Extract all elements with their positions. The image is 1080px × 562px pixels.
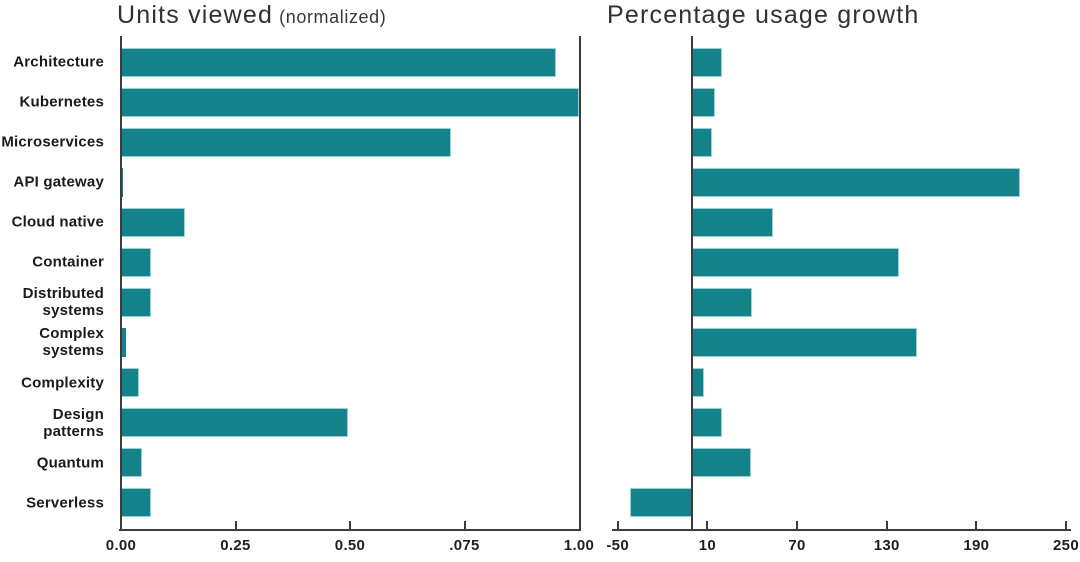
x-tick-label: .075 <box>449 537 480 554</box>
y-axis-spine <box>578 36 581 531</box>
x-tick-label: 250 <box>1053 537 1079 554</box>
x-tick-mark <box>616 521 619 529</box>
bar-complexity <box>121 368 140 398</box>
bar-quantum <box>121 448 142 478</box>
x-axis-line <box>612 529 1071 531</box>
x-tick-label: 130 <box>873 537 900 554</box>
bar-container <box>692 247 899 277</box>
chart-title-units-viewed: Units viewed (normalized) <box>117 1 386 30</box>
x-tick-label: 0.00 <box>105 537 137 554</box>
bar-architecture <box>692 47 723 77</box>
x-tick-label: 1.00 <box>563 537 595 554</box>
x-tick-mark <box>1065 521 1067 529</box>
category-label-container: Container <box>32 253 104 271</box>
x-tick-label: 10 <box>698 537 717 554</box>
x-tick-mark <box>234 521 237 529</box>
bar-distributed-systems <box>121 287 151 317</box>
category-label-architecture: Architecture <box>13 53 104 71</box>
bar-serverless <box>629 488 693 518</box>
bar-architecture <box>121 47 557 77</box>
chart-title-percentage-usage-growth: Percentage usage growth <box>607 1 920 30</box>
category-label-quantum: Quantum <box>36 454 104 472</box>
bar-complexity <box>692 368 705 398</box>
category-label-distributed-systems: Distributed systems <box>22 285 104 320</box>
x-tick-label: 0.50 <box>334 537 366 554</box>
x-tick-label: 190 <box>963 537 990 554</box>
bar-quantum <box>692 448 751 478</box>
bar-api-gateway <box>121 167 124 197</box>
x-tick-mark <box>796 521 799 529</box>
zero-line <box>691 36 694 531</box>
x-tick-label: 70 <box>788 537 806 554</box>
category-label-complex-systems: Complex systems <box>39 325 104 360</box>
y-axis-spine <box>119 36 122 531</box>
bar-distributed-systems <box>692 287 753 317</box>
x-tick-label: -50 <box>606 537 629 554</box>
category-label-complexity: Complexity <box>21 374 104 392</box>
category-label-design-patterns: Design patterns <box>43 405 104 440</box>
bar-cloud-native <box>692 207 774 237</box>
bar-kubernetes <box>121 87 579 117</box>
bar-microservices <box>692 127 712 157</box>
x-tick-mark <box>975 521 978 529</box>
category-label-api-gateway: API gateway <box>13 173 104 191</box>
bar-container <box>121 247 151 277</box>
category-label-microservices: Microservices <box>1 133 104 151</box>
x-tick-mark <box>885 521 888 529</box>
category-label-serverless: Serverless <box>26 494 104 512</box>
bar-design-patterns <box>692 408 723 438</box>
bar-kubernetes <box>692 87 715 117</box>
bar-complex-systems <box>121 327 126 357</box>
category-label-cloud-native: Cloud native <box>11 213 104 231</box>
bar-microservices <box>121 127 451 157</box>
bar-cloud-native <box>121 207 186 237</box>
bar-serverless <box>121 488 151 518</box>
bar-design-patterns <box>121 408 348 438</box>
chart-title-main: Percentage usage growth <box>607 1 920 29</box>
x-tick-mark <box>463 521 466 529</box>
chart-title-suffix: (normalized) <box>279 7 387 27</box>
category-label-kubernetes: Kubernetes <box>19 93 104 111</box>
chart-title-main: Units viewed <box>117 1 274 29</box>
x-tick-label: 0.25 <box>220 537 251 554</box>
x-axis-line <box>119 529 581 531</box>
x-tick-mark <box>349 521 351 529</box>
bar-api-gateway <box>692 167 1020 197</box>
bar-complex-systems <box>692 327 917 357</box>
x-tick-mark <box>706 521 709 529</box>
